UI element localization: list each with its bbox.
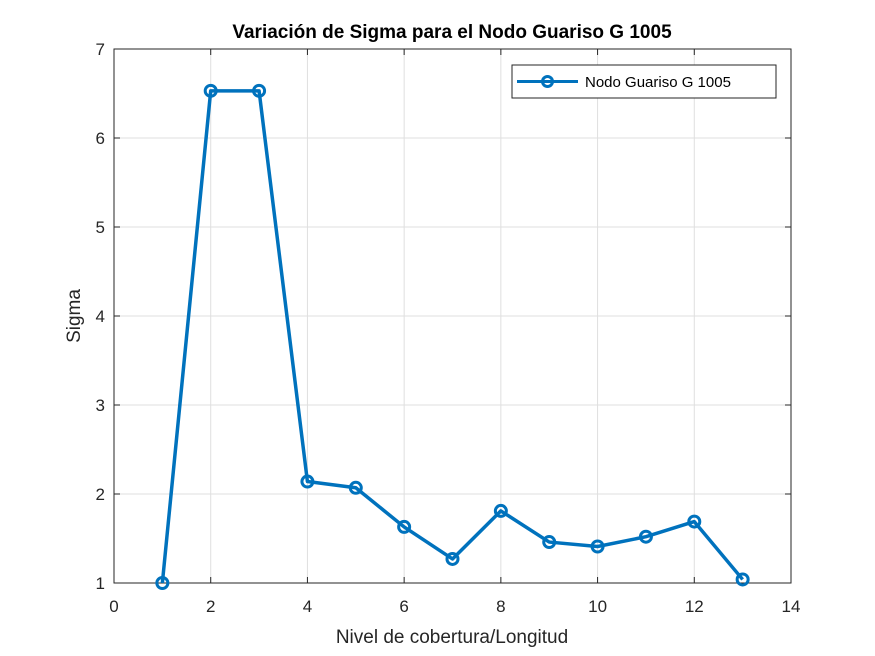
data-point (638, 529, 653, 544)
y-tick-label: 3 (96, 396, 105, 415)
y-tick-label: 4 (96, 307, 105, 326)
legend-marker (541, 75, 554, 88)
x-tick-labels: 0 2 4 6 8 10 12 14 (109, 597, 800, 616)
data-point (203, 83, 218, 98)
data-point (397, 519, 412, 534)
x-axis-label: Nivel de cobertura/Longitud (336, 627, 568, 648)
data-point (252, 83, 267, 98)
y-tick-label: 1 (96, 574, 105, 593)
x-tick-label: 2 (206, 597, 215, 616)
chart-title: Variación de Sigma para el Nodo Guariso … (232, 22, 672, 43)
x-tick-label: 6 (399, 597, 408, 616)
data-point (542, 535, 557, 550)
x-tick-label: 14 (782, 597, 801, 616)
x-tick-label: 8 (496, 597, 505, 616)
y-tick-label: 6 (96, 129, 105, 148)
x-tick-label: 12 (685, 597, 704, 616)
x-tick-label: 10 (588, 597, 607, 616)
data-point (155, 576, 170, 590)
y-tick-labels: 1 2 3 4 5 6 7 (96, 40, 105, 593)
series-line (160, 89, 744, 584)
legend-label: Nodo Guariso G 1005 (585, 74, 731, 91)
y-tick-label: 7 (96, 40, 105, 59)
data-point (590, 539, 605, 554)
legend: Nodo Guariso G 1005 (511, 64, 777, 99)
y-tick-label: 5 (96, 218, 105, 237)
series-group (155, 83, 750, 590)
x-tick-label: 4 (303, 597, 312, 616)
x-tick-label: 0 (109, 597, 118, 616)
tick-marks (113, 48, 792, 584)
y-tick-label: 2 (96, 485, 105, 504)
data-point (493, 503, 508, 518)
data-point (445, 551, 460, 566)
y-axis-label: Sigma (64, 289, 85, 343)
data-point (735, 572, 750, 587)
data-point (687, 514, 702, 529)
data-point (300, 474, 315, 489)
data-point (348, 480, 363, 495)
